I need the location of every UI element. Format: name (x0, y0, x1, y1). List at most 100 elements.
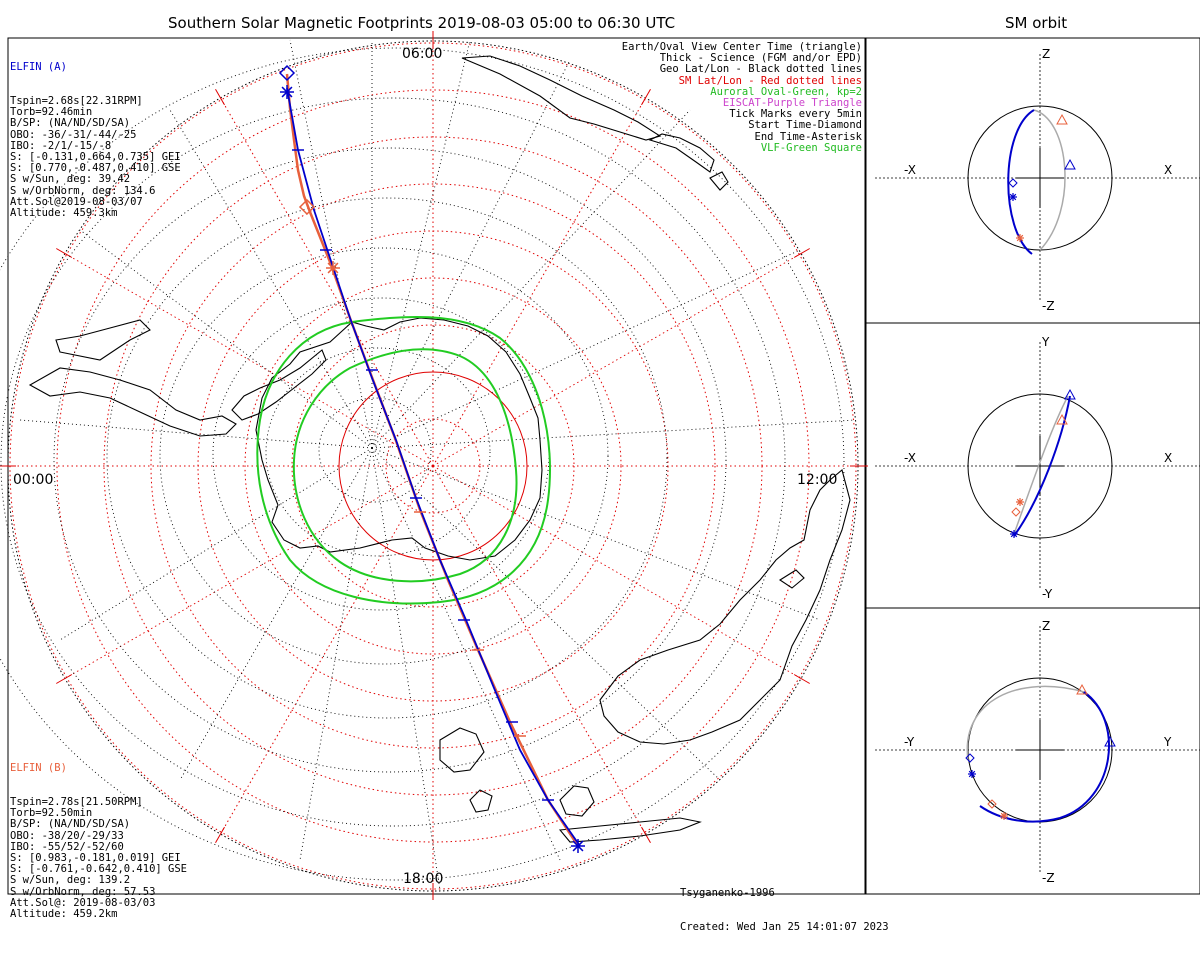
orbit-label-left: -X (904, 451, 916, 465)
orbit-center-triangle (1076, 683, 1088, 695)
legend-entry: SM Lat/Lon - Red dotted lines (678, 74, 862, 87)
orbit-center-triangle (1064, 388, 1076, 400)
orbit-asterisk (968, 770, 976, 778)
orbit-panels: Z -Z -X X Y -Y -X X Z -Z -Y Y (875, 47, 1200, 885)
geo-latitude-circle (318, 397, 432, 503)
elfin-b-lines: Tspin=2.78s[21.50RPM] Torb=92.50min B/SP: … (10, 796, 188, 921)
elfin-b-line: OBO: -38/20/-29/33 (10, 829, 124, 842)
geo-latitude-circle (265, 347, 491, 557)
legend-entry: Auroral Oval-Green, kp=2 (710, 85, 862, 98)
coastline (709, 171, 729, 191)
legend-entry: Start Time-Diamond (748, 119, 862, 132)
geo-meridian (371, 447, 441, 891)
geo-meridian (299, 447, 373, 861)
coastline (778, 569, 805, 589)
elfin-b-line: B/SP: (NA/ND/SD/SA) (10, 818, 131, 831)
orbit-asterisk (1016, 234, 1024, 242)
orbit-diamond (965, 753, 975, 763)
elfin-b-line: Altitude: 459.2km (10, 908, 118, 921)
elfin-a-line: S: [-0.131,0.664,0.735] GEI (10, 151, 181, 164)
geo-meridian (19, 419, 373, 449)
geo-latitude-circle (0, 47, 845, 881)
elfin-a-line: Att.Sol@2019-08-03/07 (10, 195, 143, 208)
coastline (599, 469, 851, 745)
geo-meridian (371, 109, 691, 449)
sm-tick (793, 674, 810, 684)
elfin-b-line: IBO: -55/52/-52/60 (10, 840, 124, 853)
elfin-a-line: OBO: -36/-31/-44/-25 (10, 128, 137, 141)
geo-latitude-circle (53, 147, 727, 773)
orbit-label-bottom: -Y (1042, 587, 1053, 601)
elfin-a-lines: Tspin=2.68s[22.31RPM] Torb=92.46min B/SP: … (10, 95, 181, 219)
orbit-center-triangle (1056, 113, 1068, 125)
elfin-b-line: S: [-0.761,-0.642,0.410] GSE (10, 863, 188, 876)
coastline (469, 789, 493, 813)
elfin-a-line: Torb=92.46min (10, 106, 93, 119)
orbit-b-path (1013, 395, 1069, 535)
orbit-center-triangle (1104, 735, 1116, 747)
elfin-a-line: B/SP: (NA/ND/SD/SA) (10, 117, 131, 130)
elfin-a-start-diamond (278, 64, 296, 82)
sm-tick (215, 826, 225, 843)
orbit-diamond (987, 799, 997, 809)
orbit-diamond (1008, 178, 1018, 188)
elfin-b-line: Tspin=2.78s[21.50RPM] (10, 796, 143, 809)
auroral-oval-outer (256, 316, 551, 605)
sm-meridian (64, 465, 434, 679)
orbit-label-right: X (1164, 451, 1172, 465)
elfin-a-start-asterisk (571, 839, 585, 853)
orbit-label-right: X (1164, 163, 1172, 177)
orbit-center-triangle (1056, 413, 1068, 425)
coastline (558, 817, 702, 843)
credits-line-1: Tsyganenko-1996 (680, 887, 775, 900)
elfin-b-line: S: [0.983,-0.181,0.019] GEI (10, 852, 181, 865)
sm-meridian (220, 465, 434, 835)
chart-title: Southern Solar Magnetic Footprints 2019-… (168, 14, 676, 32)
earth-circle (967, 393, 1113, 539)
coastline (559, 785, 595, 817)
mlt-label-bottom: 18:00 (403, 871, 443, 887)
coastline (55, 319, 151, 361)
orbit-asterisk (1010, 530, 1018, 538)
sm-latitude-circle (385, 418, 481, 514)
sm-meridian (432, 253, 802, 467)
coastline (439, 727, 485, 773)
elfin-a-line: S w/Sun, deg: 39.42 (10, 173, 131, 186)
coastline (28, 367, 237, 437)
orbit-label-top: Z (1042, 47, 1050, 61)
elfin-b-info: ELFIN (B) Tspin=2.78s[21.50RPM] Torb=92.5… (10, 741, 187, 943)
orbit-label-top: Z (1042, 619, 1050, 633)
elfin-b-name: ELFIN (B) (10, 762, 67, 775)
elfin-a-name: ELFIN (A) (10, 61, 67, 74)
sm-tick (56, 674, 73, 684)
geo-meridian (371, 59, 571, 449)
geo-meridian (371, 447, 561, 861)
sm-meridian (220, 97, 434, 467)
geo-latitude-circle (106, 197, 668, 719)
elfin-b-line: Torb=92.50min (10, 807, 93, 820)
legend-entry: Thick - Science (FGM and/or EPD) (659, 52, 862, 65)
elfin-b-end-asterisk (326, 261, 340, 275)
legend-entry: Earth/Oval View Center Time (triangle) (621, 41, 862, 53)
elfin-b-line: S w/OrbNorm, deg: 57.53 (10, 885, 156, 898)
sm-meridian (64, 253, 434, 467)
footprint-map: 06:00 00:00 12:00 18:00 Z -Z -X X Y -Y -X X Z -Z -… (0, 31, 1200, 900)
geo-meridian (289, 39, 373, 449)
orbit-a-path (1007, 109, 1035, 255)
orbit-diamond (1011, 507, 1021, 517)
sm-latitude-circle (244, 277, 622, 655)
grid-group (0, 31, 868, 900)
sm-tick (641, 89, 651, 106)
coastline (648, 133, 715, 173)
mlt-label-left: 00:00 (13, 472, 53, 488)
legend: Earth/Oval View Center Time (triangle) Th… (621, 41, 862, 154)
geo-meridian (371, 419, 856, 449)
elfin-a-info: ELFIN (A) Tspin=2.68s[22.31RPM] Torb=92.4… (10, 40, 181, 242)
orbit-label-left: -Y (904, 735, 915, 749)
coastline (461, 55, 662, 141)
elfin-b-line: S w/Sun, deg: 139.2 (10, 874, 131, 887)
elfin-a-track (286, 87, 581, 847)
legend-entry: EISCAT-Purple Triangle (722, 97, 862, 110)
geo-latitude-circle (0, 97, 786, 827)
coastline (255, 317, 543, 561)
